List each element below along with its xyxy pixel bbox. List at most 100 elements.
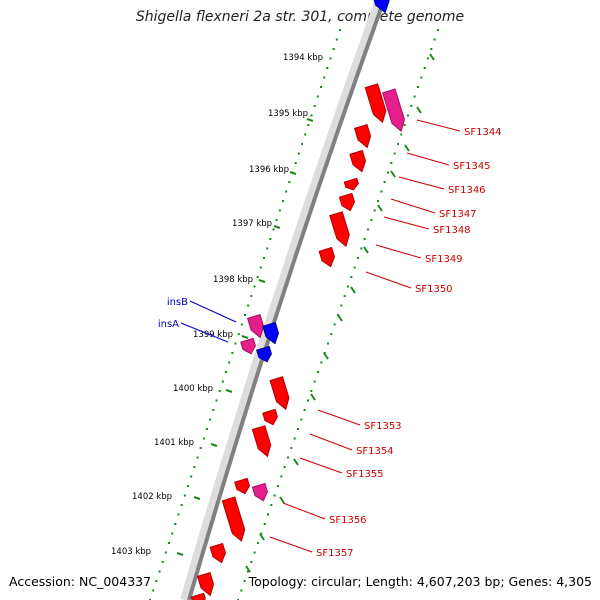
ruler-dots-right	[417, 86, 419, 88]
gene-label: SF1346	[448, 185, 486, 196]
cds-arrow-shape	[364, 83, 387, 124]
ruler-dots-right	[317, 371, 319, 373]
ruler-dots-right	[343, 295, 346, 297]
cds-arrow-shape	[251, 425, 272, 458]
ruler-dots-right	[420, 76, 423, 79]
ruler-dots-right	[357, 257, 359, 259]
ruler-dots-right	[340, 304, 343, 307]
ruler-tick	[273, 225, 281, 229]
ruler-dots-right	[287, 456, 289, 459]
ruler-dots-right	[433, 38, 436, 41]
topology-text: Topology: circular; Length: 4,607,203 bp…	[248, 574, 592, 589]
ruler-dots-left	[228, 361, 231, 364]
ruler-dots-right	[407, 114, 409, 117]
ruler-label: 1402 kbp	[132, 492, 172, 502]
ruler-dots-right	[393, 152, 396, 155]
ruler-dots-left	[171, 532, 174, 535]
cds-arrow-shape	[318, 246, 336, 268]
pseudo-gene-arrow	[382, 88, 405, 132]
cds-arrow	[196, 571, 215, 597]
ruler-dots-left	[301, 143, 303, 145]
ruler-dots-left	[275, 219, 278, 221]
label-layer: 1394 kbp 1395 kbp 1396 kbp 1397 kbp 1398 kbp…	[111, 53, 502, 559]
ruler-dots-left	[313, 105, 316, 107]
cds-arrow	[338, 192, 355, 212]
ruler-dots-left	[215, 399, 218, 402]
ruler-dots-right	[243, 580, 246, 582]
ruler-dots-left	[212, 409, 215, 411]
ruler-dots-left	[237, 333, 240, 335]
ruler-dots-right	[413, 95, 416, 98]
ruler-tick	[363, 246, 369, 254]
gene-leader-line	[269, 536, 313, 553]
ruler-dots-left	[183, 494, 186, 497]
ruler-dots-left	[244, 314, 246, 316]
ruler-dots-left	[180, 504, 183, 506]
gene-label: insB	[167, 297, 188, 308]
ruler-tick	[323, 352, 329, 360]
ruler-dots-right	[360, 247, 363, 250]
ruler-label: 1395 kbp	[268, 109, 308, 119]
ruler-dots-left	[196, 456, 199, 459]
ruler-dots-right	[310, 390, 313, 392]
ruler-label: 1396 kbp	[249, 165, 289, 175]
ruler-dots-left	[326, 67, 329, 69]
ruler-tick	[306, 118, 314, 122]
ruler-dots-right	[290, 447, 293, 449]
mobile-element-arrow-shape	[256, 345, 272, 363]
mobile-element-arrow	[256, 345, 272, 363]
ruler-label: 1399 kbp	[193, 330, 233, 340]
gene-leader-line	[375, 244, 422, 259]
ruler-tick	[350, 286, 356, 294]
gene-label: insA	[158, 319, 179, 330]
ruler-dots-right	[387, 171, 389, 174]
ruler-dots-left	[206, 428, 208, 430]
ruler-dots-right	[270, 504, 273, 506]
ruler-dots-left	[247, 304, 250, 307]
ruler-dots-right	[347, 285, 349, 288]
ruler-tick	[289, 171, 297, 175]
gene-leader-line	[299, 457, 343, 474]
cds-arrow	[329, 211, 350, 248]
ruler-dots-right	[353, 266, 356, 269]
backbone-line	[187, 0, 386, 600]
ruler-dots-right	[377, 200, 379, 202]
ruler-dots-left	[221, 380, 224, 383]
ruler-dots-left	[158, 570, 161, 573]
insa-arrow	[240, 337, 256, 355]
ruler-dots-right	[247, 570, 249, 573]
gene-label: SF1345	[453, 161, 491, 172]
ruler-dots-right	[283, 466, 286, 468]
gene-leader-line	[416, 119, 461, 132]
cds-arrow	[209, 542, 227, 564]
mobile-element-arrow	[371, 0, 390, 14]
ruler-dots-right	[277, 485, 279, 487]
ruler-dots-left	[234, 342, 237, 345]
ruler-dots-left	[310, 114, 313, 117]
ruler-dots-left	[209, 418, 212, 421]
ruler-tick	[225, 389, 233, 393]
gene-leader-line	[406, 152, 450, 166]
gene-leader-line	[317, 409, 361, 426]
ruler-dots-left	[164, 551, 167, 554]
ruler-dots-left	[285, 190, 288, 193]
cds-arrow-shape	[349, 149, 367, 173]
ruler-dots-right	[327, 342, 329, 345]
ruler-dots-right	[297, 428, 299, 430]
cds-arrow	[353, 123, 372, 149]
ruler-dots-right	[403, 124, 406, 126]
ruler-tick	[245, 565, 251, 573]
mobile-element-arrow-shape	[371, 0, 390, 14]
ruler-dots-right	[240, 589, 243, 592]
cds-arrow	[221, 496, 246, 542]
cds-arrow-shape	[221, 496, 246, 542]
ruler-dots-left	[225, 371, 227, 373]
ruler-dots-left	[231, 352, 234, 354]
ruler-dots-right	[263, 523, 266, 525]
gene-label: SF1355	[346, 469, 384, 480]
ruler-tick	[337, 314, 343, 322]
ruler-dots-left	[332, 48, 335, 50]
ruler-dots-right	[383, 181, 386, 183]
ruler-dots-right	[380, 190, 383, 193]
